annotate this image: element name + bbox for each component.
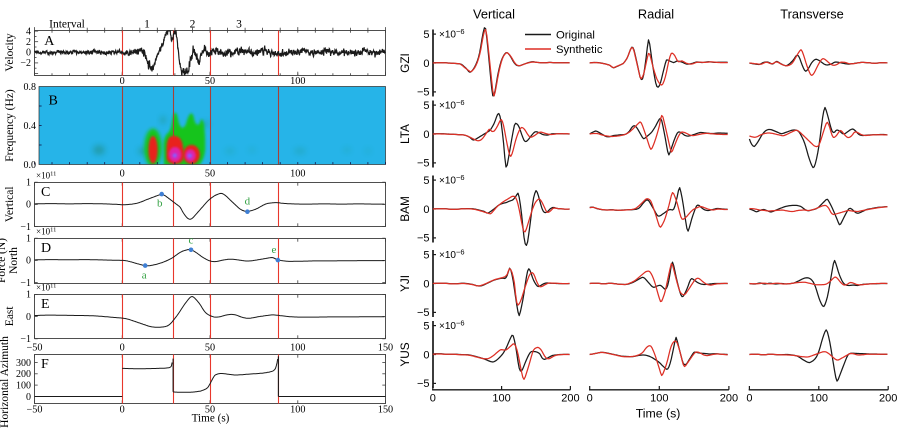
- svg-text:2: 2: [26, 37, 31, 48]
- svg-text:100: 100: [290, 169, 305, 180]
- svg-text:A: A: [44, 34, 55, 49]
- svg-text:5: 5: [423, 100, 429, 112]
- svg-text:Time (s): Time (s): [636, 407, 681, 421]
- svg-text:0: 0: [26, 48, 31, 59]
- svg-text:Radial: Radial: [638, 7, 674, 22]
- svg-text:−1: −1: [20, 334, 31, 345]
- svg-text:a: a: [142, 270, 147, 282]
- svg-text:100: 100: [290, 405, 305, 416]
- svg-text:BAM: BAM: [398, 196, 412, 222]
- svg-text:1: 1: [26, 234, 31, 245]
- svg-text:0: 0: [26, 200, 31, 211]
- svg-text:0: 0: [26, 256, 31, 267]
- svg-text:Vertical: Vertical: [4, 186, 16, 222]
- svg-text:0.8: 0.8: [24, 82, 37, 93]
- svg-text:0: 0: [430, 393, 436, 405]
- svg-text:0: 0: [26, 312, 31, 323]
- svg-text:1: 1: [26, 290, 31, 301]
- svg-text:0: 0: [120, 76, 125, 87]
- svg-text:200: 200: [16, 369, 31, 380]
- svg-text:0: 0: [423, 129, 429, 141]
- svg-text:3: 3: [236, 19, 242, 31]
- svg-text:100: 100: [810, 393, 828, 405]
- svg-text:−5: −5: [417, 233, 430, 245]
- svg-text:0: 0: [746, 393, 752, 405]
- svg-text:−1: −1: [20, 278, 31, 289]
- svg-text:−5: −5: [417, 87, 430, 99]
- svg-text:C: C: [41, 185, 50, 200]
- svg-text:0: 0: [120, 405, 125, 416]
- svg-text:−50: −50: [27, 343, 43, 354]
- svg-text:0: 0: [423, 58, 429, 70]
- svg-text:0: 0: [120, 343, 125, 354]
- svg-text:−50: −50: [27, 405, 43, 416]
- svg-text:F: F: [41, 357, 49, 372]
- svg-text:c: c: [189, 234, 194, 246]
- svg-text:×1011: ×1011: [36, 170, 56, 180]
- svg-text:200: 200: [720, 393, 738, 405]
- svg-text:5: 5: [423, 249, 429, 261]
- svg-text:50: 50: [205, 169, 215, 180]
- svg-text:50: 50: [205, 343, 215, 354]
- svg-text:5: 5: [423, 175, 429, 187]
- svg-text:100: 100: [290, 343, 305, 354]
- svg-text:0: 0: [423, 278, 429, 290]
- svg-text:−1: −1: [20, 222, 31, 233]
- svg-text:200: 200: [561, 393, 579, 405]
- svg-text:50: 50: [205, 405, 215, 416]
- svg-text:2: 2: [190, 19, 196, 31]
- svg-text:−2: −2: [20, 58, 31, 69]
- svg-text:150: 150: [378, 405, 393, 416]
- svg-text:0: 0: [120, 169, 125, 180]
- svg-text:300: 300: [16, 358, 31, 369]
- svg-text:0: 0: [26, 392, 31, 403]
- svg-text:100: 100: [290, 76, 305, 87]
- svg-text:5: 5: [423, 29, 429, 41]
- svg-text:0: 0: [587, 393, 593, 405]
- svg-text:YUS: YUS: [398, 342, 412, 366]
- svg-text:LTA: LTA: [398, 124, 412, 144]
- svg-text:Synthetic: Synthetic: [556, 44, 603, 56]
- svg-text:0.0: 0.0: [24, 160, 37, 171]
- svg-text:Horizontal Azimuth: Horizontal Azimuth: [0, 336, 11, 428]
- svg-text:Force (N): Force (N): [0, 238, 8, 283]
- svg-text:Original: Original: [556, 30, 595, 42]
- svg-text:D: D: [41, 241, 51, 256]
- svg-text:B: B: [49, 93, 58, 108]
- svg-text:−5: −5: [417, 158, 430, 170]
- svg-text:Time (s): Time (s): [192, 412, 230, 424]
- svg-text:0.4: 0.4: [24, 121, 37, 132]
- svg-text:Vertical: Vertical: [473, 7, 515, 22]
- svg-text:200: 200: [879, 393, 897, 405]
- svg-text:East: East: [4, 306, 16, 327]
- svg-text:×1011: ×1011: [36, 282, 56, 292]
- svg-text:−5: −5: [417, 307, 430, 319]
- svg-text:5: 5: [423, 320, 429, 332]
- svg-text:100: 100: [16, 380, 31, 391]
- svg-text:b: b: [157, 198, 163, 210]
- svg-text:d: d: [245, 196, 251, 208]
- svg-text:Transverse: Transverse: [780, 7, 844, 22]
- svg-text:Interval: Interval: [49, 19, 85, 31]
- svg-text:150: 150: [378, 343, 393, 354]
- svg-text:GZI: GZI: [398, 53, 412, 73]
- svg-text:1: 1: [26, 178, 31, 189]
- svg-text:Frequency (Hz): Frequency (Hz): [4, 89, 16, 162]
- svg-text:E: E: [41, 297, 50, 312]
- svg-text:50: 50: [205, 76, 215, 87]
- svg-text:4: 4: [26, 26, 31, 37]
- svg-text:0: 0: [423, 349, 429, 361]
- svg-text:×1011: ×1011: [36, 226, 56, 236]
- svg-text:100: 100: [650, 393, 668, 405]
- svg-text:North: North: [8, 247, 20, 274]
- svg-text:−5: −5: [417, 378, 430, 390]
- svg-text:Velocity: Velocity: [4, 33, 16, 72]
- svg-text:0: 0: [423, 204, 429, 216]
- svg-text:YJI: YJI: [398, 275, 412, 292]
- svg-text:1: 1: [144, 19, 150, 31]
- svg-text:100: 100: [492, 393, 510, 405]
- svg-text:e: e: [271, 244, 276, 256]
